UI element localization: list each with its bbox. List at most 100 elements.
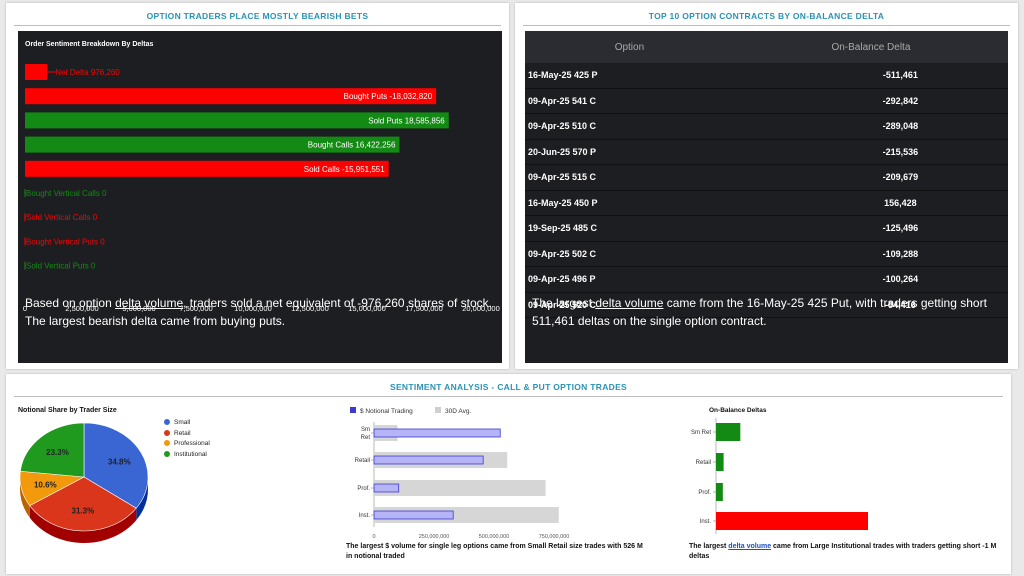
- table-row[interactable]: 20-Jun-25 570 P -215,536: [525, 139, 1008, 165]
- notional-x-tick-label: 750,000,000: [539, 534, 570, 540]
- table-row[interactable]: 09-Apr-25 515 C -209,679: [525, 164, 1008, 191]
- legend-swatch-30d: [435, 407, 441, 413]
- right-panel: TOP 10 OPTION CONTRACTS BY ON-BALANCE DE…: [515, 3, 1018, 369]
- table-row[interactable]: 19-Sep-25 485 C -125,496: [525, 215, 1008, 242]
- on-balance-delta-cell: -100,264: [733, 266, 1008, 293]
- on-balance-delta-cell: -292,842: [733, 88, 1008, 114]
- sentiment-bar-label: Net Delta 976,260: [55, 68, 120, 77]
- pie-legend-item[interactable]: Professional: [164, 439, 210, 450]
- column-header-delta[interactable]: On-Balance Delta: [733, 31, 1008, 63]
- legend-swatch-icon: [164, 450, 170, 457]
- notional-x-tick-label: 250,000,000: [419, 534, 450, 540]
- obd-caption-post: came from Large Institutional trades wit…: [689, 543, 997, 560]
- legend-swatch-icon: [164, 429, 170, 436]
- bottom-title-rule: [14, 396, 1003, 397]
- sentiment-chart-area: Order Sentiment Breakdown By Deltas Net …: [18, 31, 502, 363]
- pie-slice-label: 34.8%: [108, 458, 131, 467]
- obd-bar: [716, 483, 723, 501]
- notional-trading-bar: [373, 455, 484, 465]
- pie-slice-side: [136, 477, 148, 521]
- pie-slice[interactable]: [20, 422, 85, 478]
- pie-legend-label: Professional: [174, 440, 210, 447]
- sentiment-x-tick-label: 12,500,000: [291, 304, 329, 313]
- left-panel-title: OPTION TRADERS PLACE MOSTLY BEARISH BETS: [146, 11, 369, 21]
- on-balance-delta-cell: -511,461: [733, 63, 1008, 89]
- pie-legend-label: Institutional: [174, 450, 207, 458]
- delta-volume-link[interactable]: delta volume: [595, 296, 664, 310]
- notional-bar-chart: $ Notional Trading 30D Avg. Sm Ret Retail Pro…: [350, 407, 570, 540]
- on-balance-deltas-chart: Sm Ret Retail Prof. Inst.: [691, 418, 868, 534]
- table-header-row: Option On-Balance Delta: [525, 31, 1008, 63]
- delta-volume-link[interactable]: delta volume: [115, 296, 184, 310]
- pie-slice-label: 10.6%: [34, 481, 57, 490]
- option-contract-cell: 16-May-25 450 P: [525, 190, 734, 216]
- pie-legend-item[interactable]: Institutional: [164, 450, 210, 461]
- notional-trading-bar: [373, 428, 501, 438]
- on-balance-caption: The largest delta volume came from Large…: [689, 542, 1009, 562]
- table-row[interactable]: 09-Apr-25 520 C -94,416: [525, 292, 1008, 318]
- table-row[interactable]: 16-May-25 425 P -511,461: [525, 63, 1008, 89]
- sentiment-bar-chart: Net Delta 976,260 Bought Puts -18,032,820…: [23, 64, 500, 313]
- table-row[interactable]: 09-Apr-25 541 C -292,842: [525, 88, 1008, 114]
- sentiment-bar-label: Sold Vertical Calls 0: [26, 213, 98, 222]
- sentiment-bar-label: Sold Vertical Puts 0: [26, 262, 96, 271]
- on-balance-delta-cell: -109,288: [733, 241, 1008, 267]
- option-contract-cell: 09-Apr-25 520 C: [525, 292, 734, 318]
- right-summary-post: came from the 16-May-25 425 Put, with tr…: [532, 296, 987, 328]
- table-row[interactable]: 09-Apr-25 502 C -109,288: [525, 241, 1008, 267]
- sentiment-bar: [25, 160, 389, 177]
- obd-category-label: Retail: [696, 460, 711, 466]
- bottom-panel: SENTIMENT ANALYSIS - CALL & PUT OPTION T…: [6, 374, 1011, 574]
- sentiment-bar: [25, 64, 48, 80]
- on-balance-delta-cell: -209,679: [733, 164, 1008, 191]
- bottom-panel-title: SENTIMENT ANALYSIS - CALL & PUT OPTION T…: [389, 382, 628, 392]
- notional-category-label: Sm: [361, 427, 370, 433]
- pie-slice[interactable]: [29, 476, 137, 532]
- pie-legend-label: Retail: [174, 429, 191, 437]
- obd-caption-pre: The largest: [689, 543, 729, 550]
- sentiment-bar: [25, 88, 437, 105]
- legend-label-30d: 30D Avg.: [445, 408, 471, 415]
- trader-size-pie-chart: 34.8% 31.3% 10.6% 23.3%: [19, 422, 149, 543]
- right-panel-title: TOP 10 OPTION CONTRACTS BY ON-BALANCE DE…: [648, 11, 885, 21]
- notional-x-tick-label: 500,000,000: [479, 534, 510, 540]
- left-summary-pre: Based on option: [25, 296, 116, 310]
- column-header-option[interactable]: Option: [525, 31, 734, 63]
- delta-volume-link[interactable]: delta volume: [728, 543, 772, 550]
- sentiment-x-tick-label: 0: [23, 304, 27, 313]
- sentiment-chart-title: Order Sentiment Breakdown By Deltas: [25, 41, 154, 48]
- table-row[interactable]: 16-May-25 450 P 156,428: [525, 190, 1008, 216]
- on-balance-deltas-title: On-Balance Deltas: [709, 407, 767, 414]
- sentiment-x-tick-label: 20,000,000: [462, 304, 500, 313]
- pie-slice[interactable]: [83, 422, 149, 509]
- left-summary-paragraph: Based on option delta volume, traders so…: [25, 294, 495, 330]
- right-title-rule: [523, 25, 1010, 26]
- sentiment-bar-label: Sold Puts 18,585,856: [368, 116, 445, 125]
- sentiment-bar-label: Bought Puts -18,032,820: [344, 92, 433, 101]
- options-table-area: Option On-Balance Delta 16-May-25 425 P-…: [525, 31, 1008, 363]
- option-contract-cell: 09-Apr-25 496 P: [525, 266, 734, 293]
- sentiment-bar-label: Bought Calls 16,422,256: [308, 141, 396, 150]
- notional-category-label: Inst.: [359, 513, 371, 519]
- on-balance-delta-cell: 156,428: [733, 190, 1008, 216]
- legend-label-notional: $ Notional Trading: [360, 408, 413, 415]
- table-row[interactable]: 09-Apr-25 510 C -289,048: [525, 113, 1008, 140]
- pie-legend-item[interactable]: Retail: [164, 429, 210, 440]
- notional-category-label: Ret: [361, 435, 371, 441]
- notional-x-tick-label: 0: [372, 534, 375, 540]
- obd-bar: [716, 453, 724, 471]
- pie-slice-label: 23.3%: [46, 448, 69, 457]
- table-row[interactable]: 09-Apr-25 496 P -100,264: [525, 266, 1008, 293]
- left-panel: OPTION TRADERS PLACE MOSTLY BEARISH BETS…: [6, 3, 509, 369]
- option-contract-cell: 09-Apr-25 541 C: [525, 88, 734, 114]
- obd-bar: [716, 423, 741, 441]
- option-contract-cell: 09-Apr-25 510 C: [525, 113, 734, 140]
- legend-swatch-icon: [164, 419, 170, 426]
- on-balance-delta-cell: -215,536: [733, 139, 1008, 165]
- obd-category-label: Inst.: [700, 519, 712, 525]
- pie-legend-item[interactable]: Small: [164, 418, 210, 429]
- left-summary-post: , traders sold a net equivalent of -976,…: [25, 296, 492, 328]
- pie-slice-side: [29, 505, 137, 543]
- notional-trading-bar: [373, 483, 400, 493]
- sentiment-bar-label: Sold Calls -15,951,551: [304, 165, 385, 174]
